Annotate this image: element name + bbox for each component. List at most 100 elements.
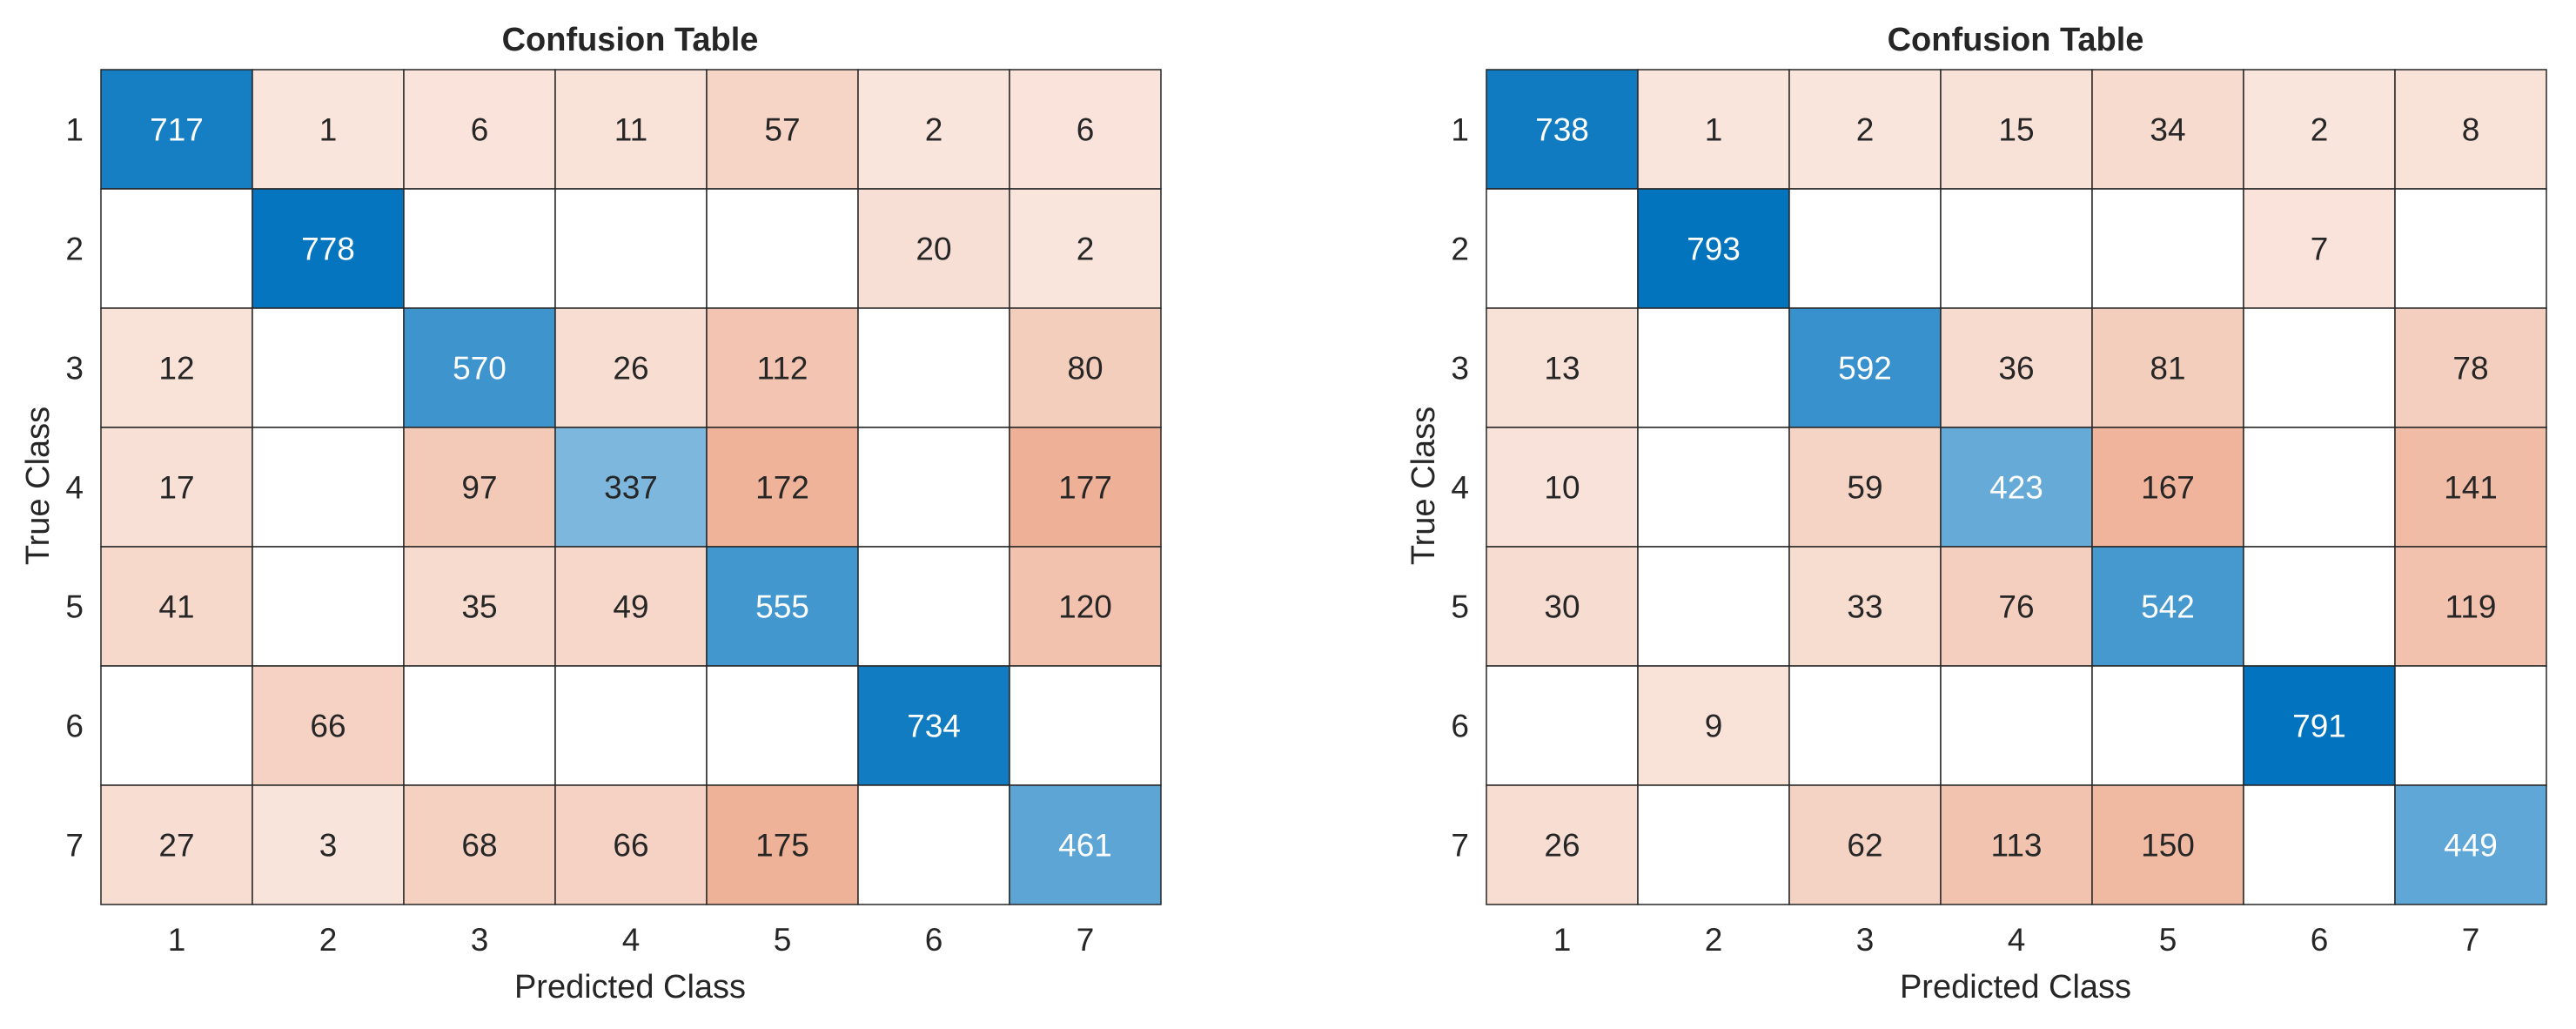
heatmap-cell (1788, 69, 1942, 190)
cell-value-label: 717 (150, 112, 204, 148)
cell-value-label: 6 (471, 112, 489, 148)
y-tick-label: 4 (1451, 470, 1469, 506)
heatmap-cell (554, 546, 708, 667)
cell-value-label: 2 (1077, 232, 1095, 267)
cell-value-label: 11 (614, 112, 647, 148)
cell-value-label: 66 (613, 828, 648, 864)
heatmap-cell (403, 307, 556, 428)
x-tick-label: 5 (2159, 922, 2177, 958)
cell-value-label: 150 (2141, 828, 2195, 864)
cell-value-label: 592 (1838, 351, 1892, 387)
heatmap-cell (1009, 784, 1162, 905)
cell-value-label: 97 (461, 470, 497, 506)
heatmap-cell (857, 665, 1010, 786)
cell-value-label: 738 (1535, 112, 1589, 148)
heatmap-cell (2394, 784, 2547, 905)
heatmap-cell (2394, 665, 2547, 786)
heatmap-cell (706, 188, 859, 309)
heatmap-cell (2394, 307, 2547, 428)
cell-value-label: 1 (1705, 112, 1723, 148)
confusion-chart-right: Confusion Table Predicted Class True Cla… (1405, 22, 2547, 1005)
heatmap-cell (2243, 188, 2396, 309)
heatmap-cell (2394, 69, 2547, 190)
x-tick-label: 7 (2462, 922, 2480, 958)
heatmap-cell (100, 546, 253, 667)
heatmap-cell (252, 307, 405, 428)
cell-value-label: 35 (461, 589, 497, 625)
x-tick-label: 6 (925, 922, 943, 958)
heatmap-cell (1637, 69, 1790, 190)
heatmap-cell (1940, 69, 2093, 190)
heatmap-cell (2243, 665, 2396, 786)
heatmap-cell (252, 69, 405, 190)
heatmap-cell (2243, 307, 2396, 428)
x-tick-label: 6 (2311, 922, 2329, 958)
heatmap-cell (857, 307, 1010, 428)
y-tick-label: 1 (65, 112, 84, 148)
y-axis-label: True Class (20, 407, 57, 565)
cell-value-label: 26 (613, 351, 648, 387)
cell-value-label: 41 (158, 589, 194, 625)
cell-value-label: 2 (1856, 112, 1875, 148)
chart-title: Confusion Table (1888, 22, 2144, 58)
cell-value-label: 7 (2311, 232, 2329, 267)
heatmap-cell (706, 69, 859, 190)
heatmap-cell (2394, 546, 2547, 667)
heatmap-cell (1788, 784, 1942, 905)
x-tick-label: 1 (1553, 922, 1572, 958)
cell-value-label: 461 (1058, 828, 1112, 864)
heatmap-cell (403, 665, 556, 786)
cell-value-label: 734 (907, 709, 961, 744)
cell-value-label: 2 (925, 112, 943, 148)
cell-value-label: 3 (319, 828, 338, 864)
y-tick-label: 3 (65, 351, 84, 387)
cell-value-label: 113 (1991, 828, 2043, 864)
heatmap-cell (2091, 665, 2244, 786)
heatmap-cell (1637, 546, 1790, 667)
heatmap-cell (706, 665, 859, 786)
cell-value-label: 337 (604, 470, 658, 506)
cell-value-label: 12 (158, 351, 194, 387)
cell-value-label: 49 (613, 589, 648, 625)
x-axis-label: Predicted Class (514, 969, 746, 1005)
heatmap-cell (252, 188, 405, 309)
x-tick-label: 7 (1077, 922, 1095, 958)
cell-value-label: 10 (1544, 470, 1580, 506)
heatmap-cells: 738 1 2 15 34 2 8 793 7 13 592 36 81 78 10 59 423 167 141 3… (1486, 69, 2547, 905)
heatmap-cell (2091, 69, 2244, 190)
heatmap-cell (1637, 784, 1790, 905)
cell-value-label: 33 (1847, 589, 1882, 625)
heatmap-cell (1009, 188, 1162, 309)
cell-value-label: 542 (2141, 589, 2195, 625)
x-tick-label: 2 (1705, 922, 1723, 958)
heatmap-cell (1788, 665, 1942, 786)
y-tick-label: 5 (1451, 589, 1469, 625)
y-tick-label: 7 (65, 828, 84, 864)
y-tick-label: 6 (1451, 709, 1469, 744)
heatmap-cell (100, 665, 253, 786)
y-tick-label: 1 (1451, 112, 1469, 148)
x-tick-label: 1 (168, 922, 186, 958)
heatmap-cell (1009, 307, 1162, 428)
heatmap-cell (857, 427, 1010, 548)
x-axis-label: Predicted Class (1900, 969, 2131, 1005)
cell-value-label: 555 (755, 589, 809, 625)
heatmap-cell (857, 546, 1010, 667)
heatmap-cell (252, 427, 405, 548)
chart-title: Confusion Table (502, 22, 759, 58)
heatmap-cell (1009, 665, 1162, 786)
cell-value-label: 57 (764, 112, 800, 148)
heatmap-cell (252, 546, 405, 667)
cell-value-label: 36 (1998, 351, 2034, 387)
x-tick-label: 2 (319, 922, 338, 958)
cell-value-label: 8 (2462, 112, 2480, 148)
heatmap-cell (100, 427, 253, 548)
heatmap-cell (1009, 546, 1162, 667)
x-tick-label: 3 (471, 922, 489, 958)
heatmap-cell (403, 546, 556, 667)
y-axis-label: True Class (1405, 407, 1442, 565)
heatmap-cell (1486, 188, 1639, 309)
cell-value-label: 9 (1705, 709, 1723, 744)
heatmap-cell (403, 188, 556, 309)
